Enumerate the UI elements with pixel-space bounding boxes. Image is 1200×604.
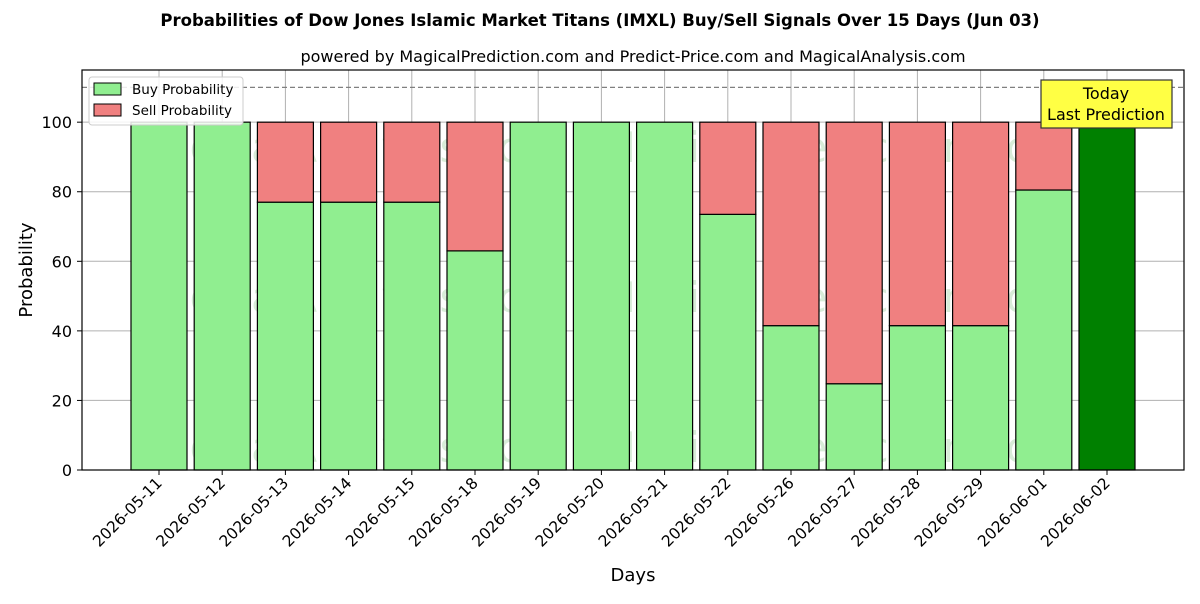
buy-bar-2026-05-28 [888, 325, 947, 471]
buy-bar-2026-05-20 [572, 121, 631, 471]
legend-swatch [93, 82, 122, 96]
buy-bar-2026-06-01 [1015, 189, 1073, 471]
legend: Buy Probability Sell Probability [88, 76, 244, 126]
sell-bar-2026-05-28 [888, 121, 947, 327]
annotation-line-2: Last Prediction [1047, 105, 1165, 124]
sell-bar-2026-05-29 [951, 121, 1010, 327]
sell-bar-2026-05-18 [446, 121, 504, 252]
buy-bar-2026-05-27 [825, 383, 883, 471]
legend-box [88, 76, 244, 126]
buy-bar-2026-05-26 [762, 325, 820, 471]
legend-label: Sell Probability [132, 103, 232, 119]
sell-bar-2026-05-22 [699, 121, 757, 215]
buy-bar-2026-05-18 [446, 250, 504, 471]
today-annotation: Today Last Prediction [1040, 79, 1173, 129]
buy-bar-2026-05-13 [256, 201, 314, 471]
y-tick-label: 80 [52, 183, 72, 202]
y-tick-label: 60 [52, 252, 72, 271]
buy-bar-2026-05-11 [130, 121, 188, 471]
sell-bar-2026-05-26 [762, 121, 820, 327]
buy-bar-2026-05-19 [509, 121, 567, 471]
chart-title: Probabilities of Dow Jones Islamic Marke… [160, 11, 1039, 30]
buy-bar-2026-05-14 [320, 201, 378, 471]
y-tick-label: 20 [52, 391, 72, 410]
y-tick-label: 0 [62, 461, 72, 480]
buy-bar-2026-05-22 [699, 213, 757, 471]
bars-layer [130, 121, 1136, 471]
y-axis-label: Probability [16, 222, 37, 317]
plot-frame [81, 69, 1185, 471]
chart-subtitle: powered by MagicalPrediction.com and Pre… [300, 47, 965, 66]
annotation-box [1040, 79, 1173, 129]
y-tick-label: 100 [41, 113, 72, 132]
y-tick-label: 40 [52, 322, 72, 341]
buy-bar-2026-05-21 [635, 121, 694, 471]
legend-swatch [93, 103, 122, 117]
legend-label: Buy Probability [132, 82, 233, 98]
annotation-line-1: Today [1082, 84, 1129, 103]
sell-bar-2026-06-01 [1015, 121, 1073, 191]
sell-bar-2026-05-27 [825, 121, 883, 385]
sell-bar-2026-05-14 [320, 121, 378, 203]
sell-bar-2026-05-15 [383, 121, 441, 203]
buy-bar-2026-05-29 [951, 325, 1010, 471]
buy-bar-2026-05-12 [193, 121, 251, 471]
buy-bar-2026-06-02 [1078, 121, 1136, 471]
x-axis-label: Days [611, 565, 656, 586]
buy-bar-2026-05-15 [383, 201, 441, 471]
sell-bar-2026-05-13 [256, 121, 314, 203]
